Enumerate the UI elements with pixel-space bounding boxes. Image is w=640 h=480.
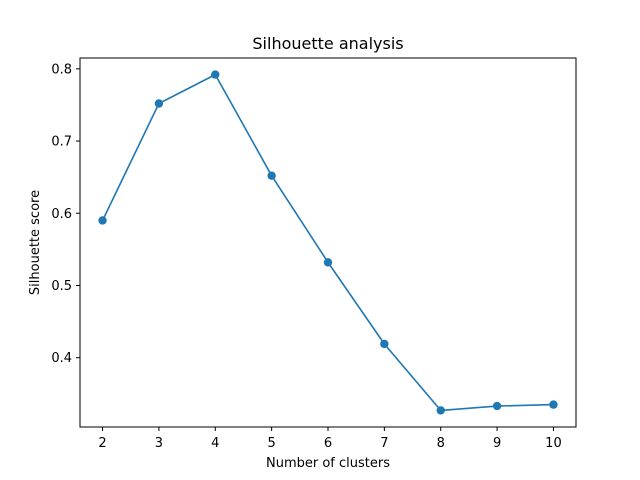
y-tick-label: 0.8 <box>51 62 72 77</box>
data-point <box>267 171 276 180</box>
x-tick-label: 7 <box>380 436 388 451</box>
x-tick-label: 4 <box>211 436 219 451</box>
plot-area <box>79 57 577 428</box>
x-tick-label: 5 <box>267 436 275 451</box>
data-point <box>549 400 558 409</box>
data-point <box>98 216 107 225</box>
y-tick-label: 0.7 <box>51 135 72 150</box>
x-axis-label: Number of clusters <box>266 456 390 471</box>
plot-frame <box>79 57 577 428</box>
data-point <box>380 339 389 349</box>
x-tick-label: 2 <box>98 436 106 451</box>
x-tick-label: 3 <box>155 436 163 451</box>
x-tick-label: 9 <box>493 436 501 451</box>
data-point <box>492 401 502 411</box>
x-tick-label: 8 <box>437 436 445 451</box>
data-point <box>211 70 220 79</box>
series-layer <box>98 70 558 415</box>
y-tick-label: 0.4 <box>51 351 72 366</box>
data-point <box>436 406 445 415</box>
data-point <box>154 99 164 108</box>
x-tick-label: 6 <box>324 436 332 451</box>
y-tick-label: 0.6 <box>51 207 72 222</box>
y-axis-label: Silhouette score <box>28 190 43 295</box>
data-point <box>323 258 333 267</box>
x-tick-label: 10 <box>545 436 562 451</box>
chart-title: Silhouette analysis <box>252 34 403 53</box>
ticks-layer: 2 3 4 5 6 7 8 9 10 0.4 0.5 0.6 0.7 0.8 <box>51 62 561 451</box>
y-tick-label: 0.5 <box>51 279 72 294</box>
